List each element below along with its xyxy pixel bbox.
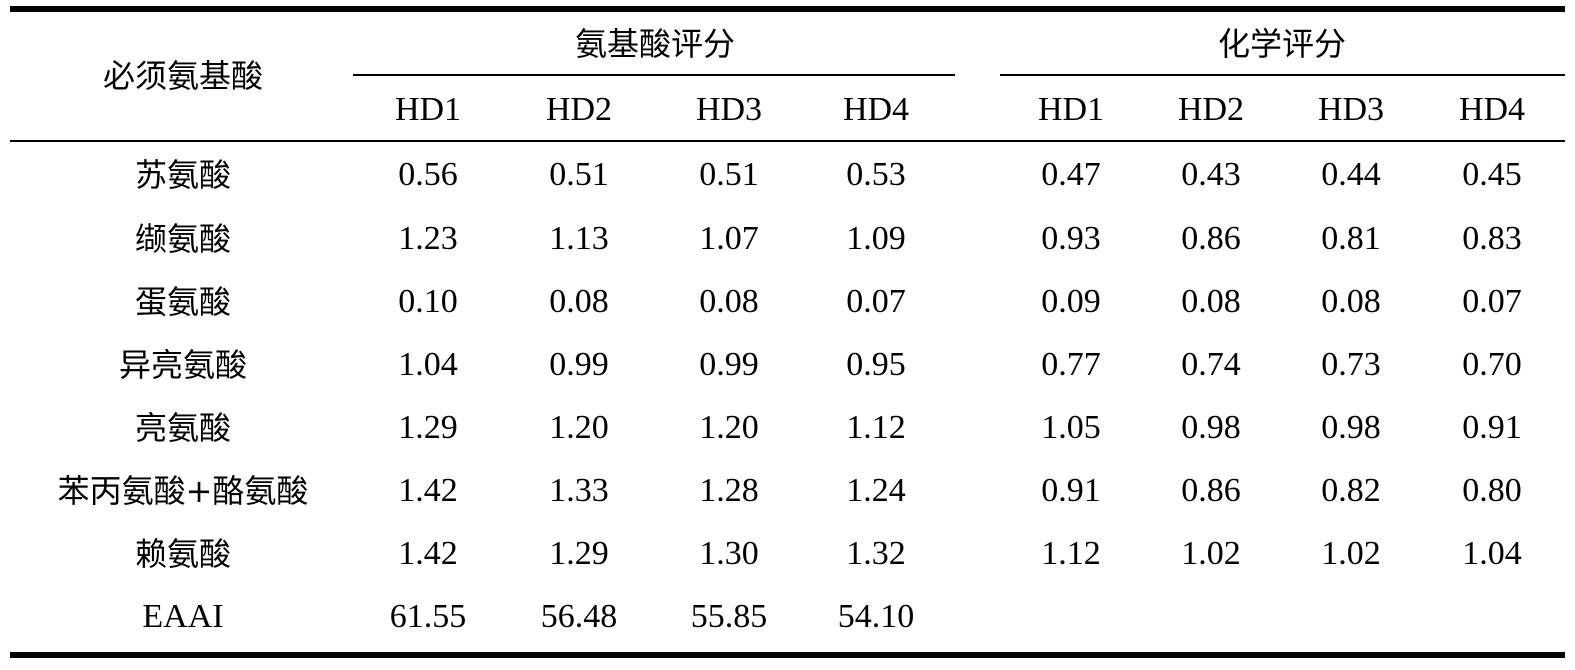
table-cell: 1.05 (1041, 409, 1101, 446)
column-header: HD1 (1037, 91, 1105, 128)
column-header: HD4 (1458, 91, 1526, 128)
header-bottom-rule (10, 140, 1565, 142)
row-label: 苏氨酸 (134, 156, 232, 194)
table-cell: 0.77 (1041, 346, 1101, 383)
table-cell: 0.07 (1462, 283, 1522, 320)
table-cell: 0.45 (1462, 156, 1522, 193)
table-cell: 0.93 (1041, 220, 1101, 257)
row-label: 赖氨酸 (134, 535, 232, 573)
table-cell: 0.83 (1462, 220, 1522, 257)
column-header: HD3 (695, 91, 763, 128)
table-cell: 1.42 (398, 535, 458, 572)
table-cell: 0.86 (1181, 220, 1241, 257)
table-cell: 0.74 (1181, 346, 1241, 383)
table-cell: 54.10 (837, 598, 915, 635)
column-header: HD2 (545, 91, 613, 128)
table-cell: 0.08 (1321, 283, 1381, 320)
column-header: HD3 (1317, 91, 1385, 128)
table-cell: 0.53 (846, 156, 906, 193)
table-cell: 0.81 (1321, 220, 1381, 257)
table-cell: 0.44 (1321, 156, 1381, 193)
table-cell: 0.10 (398, 283, 458, 320)
table-cell: 0.51 (699, 156, 759, 193)
group1-underline (353, 74, 955, 76)
table-cell: 1.09 (846, 220, 906, 257)
table-cell: 0.95 (846, 346, 906, 383)
table-cell: 0.82 (1321, 472, 1381, 509)
table-cell: 0.70 (1462, 346, 1522, 383)
table-cell: 1.12 (1041, 535, 1101, 572)
table-bottom-rule (10, 652, 1565, 658)
table-cell: 0.47 (1041, 156, 1101, 193)
group-header-amino-acid-score: 氨基酸评分 (574, 25, 736, 63)
column-header: HD1 (394, 91, 462, 128)
table-cell: 1.28 (699, 472, 759, 509)
group-header-chemical-score: 化学评分 (1217, 25, 1347, 63)
table-top-rule (10, 6, 1565, 12)
table-cell: 0.08 (1181, 283, 1241, 320)
table-cell: 1.12 (846, 409, 906, 446)
table-cell: 0.08 (549, 283, 609, 320)
table-cell: 1.32 (846, 535, 906, 572)
group2-underline (1000, 74, 1565, 76)
table-cell: 0.91 (1462, 409, 1522, 446)
row-label: 苯丙氨酸+酪氨酸 (57, 472, 309, 510)
table-cell: 0.51 (549, 156, 609, 193)
table-cell: 0.99 (549, 346, 609, 383)
table-cell: 0.99 (699, 346, 759, 383)
table-cell: 1.04 (1462, 535, 1522, 572)
table-cell: 0.08 (699, 283, 759, 320)
table-cell: 0.80 (1462, 472, 1522, 509)
table-cell: 56.48 (540, 598, 618, 635)
table-cell: 1.04 (398, 346, 458, 383)
table-cell: 1.20 (699, 409, 759, 446)
table-cell: 1.02 (1321, 535, 1381, 572)
table-cell: 1.07 (699, 220, 759, 257)
table-cell: 1.20 (549, 409, 609, 446)
column-header: HD2 (1177, 91, 1245, 128)
table-cell: 0.86 (1181, 472, 1241, 509)
table-cell: 1.33 (549, 472, 609, 509)
table-cell: 61.55 (389, 598, 467, 635)
table-cell: 0.98 (1321, 409, 1381, 446)
table-cell: 1.23 (398, 220, 458, 257)
row-label-header: 必须氨基酸 (102, 57, 264, 95)
row-label: 异亮氨酸 (118, 346, 248, 384)
table-cell: 1.42 (398, 472, 458, 509)
table-cell: 1.29 (398, 409, 458, 446)
table-cell: 1.24 (846, 472, 906, 509)
table-cell: 0.91 (1041, 472, 1101, 509)
table-cell: 0.98 (1181, 409, 1241, 446)
table-cell: 0.56 (398, 156, 458, 193)
table-cell: 0.73 (1321, 346, 1381, 383)
row-label: 蛋氨酸 (134, 283, 232, 321)
table-cell: 0.09 (1041, 283, 1101, 320)
table-cell: 1.13 (549, 220, 609, 257)
row-label: 亮氨酸 (134, 409, 232, 447)
table-cell: 1.02 (1181, 535, 1241, 572)
table-cell: 0.43 (1181, 156, 1241, 193)
table-cell: 0.07 (846, 283, 906, 320)
table-cell: 1.29 (549, 535, 609, 572)
row-label: 缬氨酸 (134, 220, 232, 258)
row-label: EAAI (142, 598, 224, 635)
table-cell: 55.85 (690, 598, 768, 635)
table-cell: 1.30 (699, 535, 759, 572)
column-header: HD4 (842, 91, 910, 128)
